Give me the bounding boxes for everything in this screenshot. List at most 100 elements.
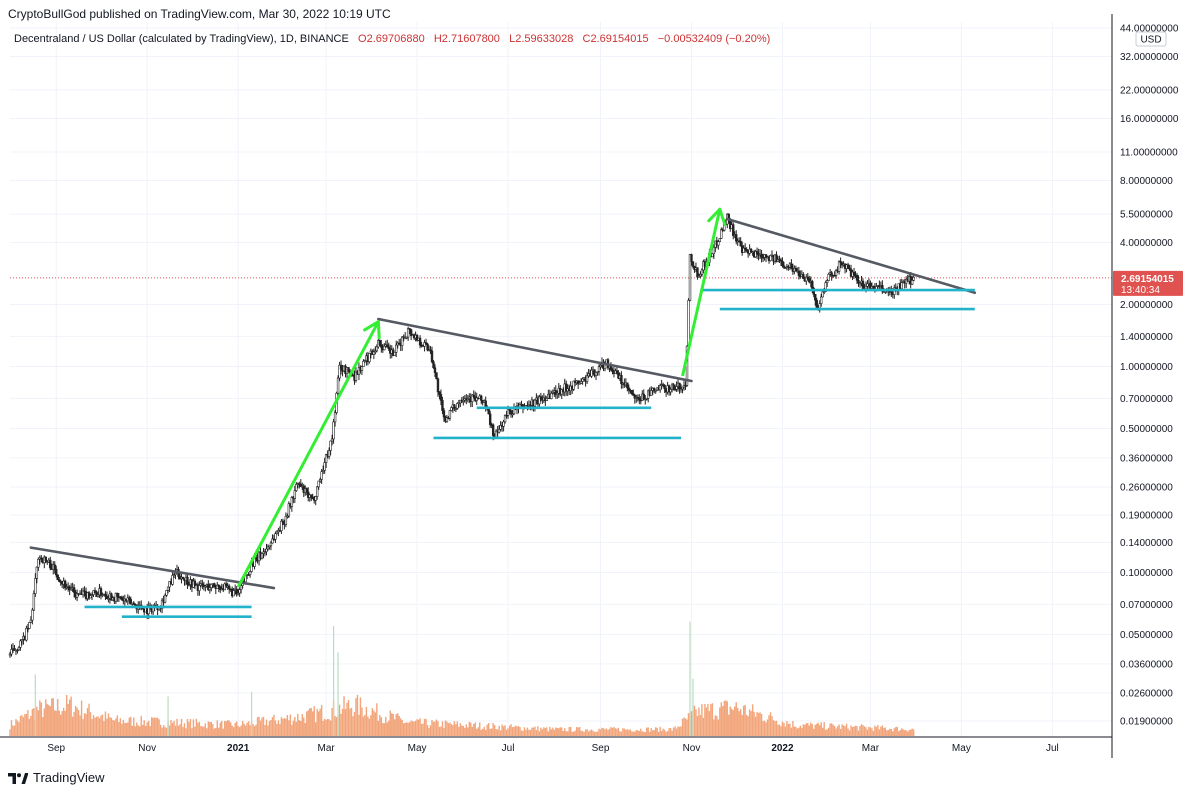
candle-body <box>667 385 671 393</box>
volume-bar <box>253 726 256 736</box>
symbol-description[interactable]: Decentraland / US Dollar (calculated by … <box>14 33 349 45</box>
volume-bar <box>405 722 408 736</box>
volume-bar <box>659 726 661 736</box>
volume-bar <box>811 724 813 736</box>
volume-bar <box>656 727 658 736</box>
candle-body <box>808 278 811 283</box>
volume-bar <box>389 710 391 736</box>
volume-bar <box>653 729 655 736</box>
volume-bar <box>200 725 202 736</box>
candle-body <box>445 417 449 422</box>
volume-bar <box>504 725 506 736</box>
candle-body <box>480 395 483 401</box>
candle-body <box>286 515 289 518</box>
volume-bar <box>553 729 555 736</box>
candle-body <box>201 583 204 586</box>
volume-bar <box>608 728 611 736</box>
volume-bar <box>429 725 432 736</box>
candle-body <box>49 559 52 569</box>
volume-bar <box>643 731 645 736</box>
volume-bar <box>584 729 587 736</box>
volume-bar <box>562 731 564 736</box>
volume-bar <box>757 712 760 736</box>
volume-bar <box>399 718 402 736</box>
candle-body <box>820 296 823 304</box>
candle-body <box>165 590 168 596</box>
tradingview-logo-icon[interactable] <box>8 771 28 785</box>
volume-bar <box>883 727 885 736</box>
volume-bar <box>839 729 842 736</box>
candle-body <box>627 387 631 391</box>
volume-bar <box>295 721 298 736</box>
volume-bar <box>335 717 338 736</box>
volume-bar <box>750 711 752 736</box>
volume-bar <box>686 719 688 736</box>
volume-bar <box>713 719 715 736</box>
volume-bar <box>364 714 366 736</box>
volume-bar <box>526 727 529 736</box>
volume-bar <box>804 724 806 736</box>
volume-bar <box>565 731 567 736</box>
volume-bar <box>487 723 490 736</box>
volume-bar <box>219 722 221 736</box>
volume-bar <box>641 731 643 736</box>
volume-bar <box>313 706 315 736</box>
volume-bar <box>723 700 725 736</box>
volume-bar <box>122 719 125 736</box>
volume-bar <box>31 708 34 736</box>
volume-bar <box>462 725 465 736</box>
chart-axes: 44.00000000 32.00000000 22.00000000 16.0000… <box>0 14 1183 758</box>
volume-bar <box>243 723 245 736</box>
volume-bar <box>793 726 796 736</box>
candlestick-series <box>8 213 915 658</box>
tradingview-brand[interactable]: TradingView <box>33 770 105 785</box>
volume-bar <box>824 729 827 736</box>
volume-bar <box>620 731 623 736</box>
volume-bar <box>21 714 23 736</box>
volume-bar <box>101 714 104 736</box>
volume-bar <box>887 730 890 736</box>
volume-bar <box>98 718 101 736</box>
volume-bar <box>893 728 895 736</box>
volume-bar <box>854 725 857 736</box>
volume-bar <box>201 726 204 736</box>
price-tick-label: 0.03600000 <box>1120 659 1173 670</box>
candle-body <box>872 286 875 289</box>
candle-body <box>462 400 465 402</box>
volume-bar <box>191 728 193 736</box>
volume-bar <box>716 715 718 736</box>
candle-body <box>120 596 124 601</box>
volume-bar <box>77 710 80 736</box>
volume-bar <box>368 718 371 736</box>
price-tick-label: 16.00000000 <box>1120 114 1179 125</box>
volume-bar <box>747 716 749 736</box>
volume-bar <box>498 725 500 736</box>
candle-body <box>690 254 693 262</box>
candle-body <box>323 462 326 471</box>
volume-bar <box>319 708 321 736</box>
volume-bar <box>738 711 740 736</box>
volume-bar <box>51 698 53 736</box>
volume-bar <box>657 731 660 736</box>
candle-body <box>17 647 21 651</box>
volume-bar <box>130 716 132 736</box>
volume-spike-bar <box>34 674 36 736</box>
candle-body <box>508 408 511 411</box>
candle-body <box>208 587 212 591</box>
volume-spike-bar <box>332 626 335 736</box>
candle-body <box>387 346 390 350</box>
volume-bar <box>259 720 262 736</box>
candle-body <box>442 410 446 418</box>
volume-bar <box>212 724 214 736</box>
volume-bar <box>274 720 277 736</box>
candle-body <box>34 578 37 594</box>
volume-bar <box>15 719 17 736</box>
volume-bar <box>107 713 110 736</box>
volume-bar <box>601 727 603 736</box>
volume-bar <box>428 727 430 736</box>
candle-body <box>110 593 113 601</box>
volume-bar <box>814 724 816 736</box>
volume-bar <box>467 727 469 736</box>
candle-body <box>487 408 490 415</box>
